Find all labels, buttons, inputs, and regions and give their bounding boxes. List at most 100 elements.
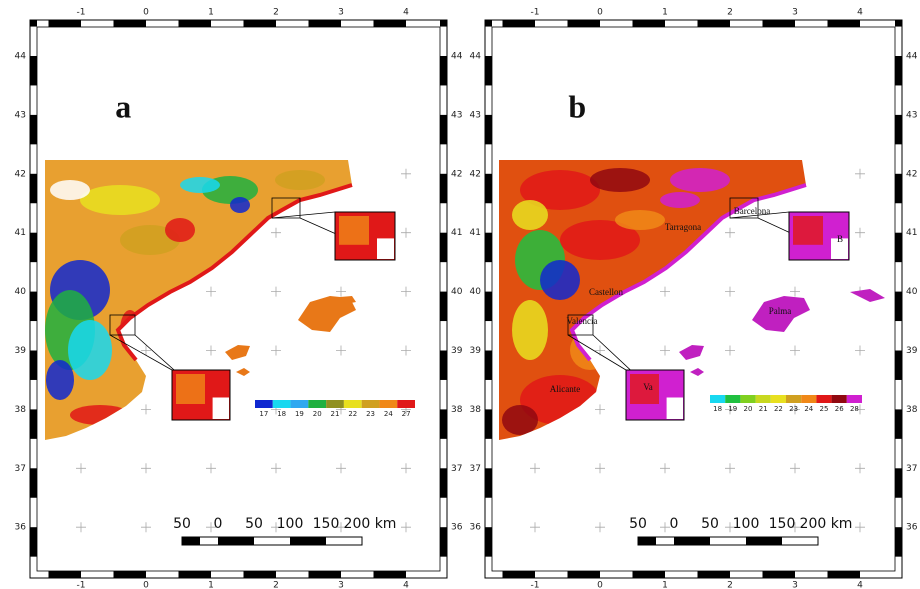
inset-sea bbox=[831, 238, 848, 259]
inset-label: Va bbox=[643, 382, 653, 392]
lat-tick-label: 40 bbox=[451, 287, 463, 297]
land-patch bbox=[80, 185, 160, 215]
frame-segment bbox=[567, 20, 600, 27]
scale-label: 150 bbox=[313, 516, 340, 532]
frame-segment bbox=[178, 20, 211, 27]
colorbar-swatch bbox=[770, 395, 786, 403]
frame-segment bbox=[440, 409, 447, 439]
lat-tick-label: 38 bbox=[15, 405, 27, 415]
colorbar-label: 23 bbox=[789, 405, 798, 413]
colorbar-label: 19 bbox=[295, 410, 304, 418]
land-patch bbox=[120, 225, 180, 255]
colorbar-swatch bbox=[725, 395, 741, 403]
inset-connector bbox=[109, 334, 173, 371]
inset-connector bbox=[567, 334, 627, 371]
graticule-cross bbox=[530, 463, 540, 474]
frame-segment bbox=[440, 291, 447, 322]
lon-tick-label: 2 bbox=[273, 581, 279, 589]
colorbar-label: 17 bbox=[259, 410, 268, 418]
coast-strip bbox=[115, 183, 353, 362]
land-patch bbox=[68, 320, 112, 380]
scale-segment bbox=[218, 537, 254, 545]
graticule-cross bbox=[595, 345, 605, 356]
place-label: Barcelona bbox=[734, 206, 770, 216]
frame-segment bbox=[485, 173, 492, 204]
colorbar-label: 20 bbox=[744, 405, 753, 413]
land-patch bbox=[46, 360, 74, 400]
frame-segment bbox=[827, 20, 860, 27]
panel-label: b bbox=[568, 88, 586, 124]
colorbar-swatch bbox=[801, 395, 817, 403]
place-label: Alicante bbox=[550, 384, 581, 394]
graticule-cross bbox=[660, 522, 670, 533]
lon-tick-label: 0 bbox=[143, 8, 149, 18]
lat-tick-label: 40 bbox=[470, 287, 482, 297]
colorbar-swatch bbox=[831, 395, 847, 403]
graticule-cross bbox=[271, 227, 281, 238]
colorbar-swatch bbox=[397, 400, 415, 408]
graticule-cross bbox=[206, 522, 216, 533]
land-patch bbox=[540, 260, 580, 300]
frame-segment bbox=[440, 20, 447, 27]
scale-label: 50 bbox=[629, 516, 647, 532]
frame-segment bbox=[827, 571, 860, 578]
frame-segment bbox=[567, 571, 600, 578]
scale-label: 100 bbox=[733, 516, 760, 532]
island bbox=[690, 368, 704, 376]
graticule-cross bbox=[271, 345, 281, 356]
land-patch bbox=[560, 220, 640, 260]
frame-segment bbox=[308, 20, 341, 27]
graticule-cross bbox=[401, 522, 411, 533]
frame-segment bbox=[113, 20, 146, 27]
graticule-cross bbox=[530, 522, 540, 533]
colorbar-swatch bbox=[740, 395, 756, 403]
land-patches bbox=[45, 170, 325, 425]
graticule-cross bbox=[855, 168, 865, 179]
colorbar-swatch bbox=[326, 400, 344, 408]
colorbar-swatch bbox=[290, 400, 309, 408]
frame-segment bbox=[113, 571, 146, 578]
scale-label: 100 bbox=[277, 516, 304, 532]
colorbar-label: 22 bbox=[774, 405, 783, 413]
place-label: Palma bbox=[769, 306, 792, 316]
inset-source bbox=[729, 197, 759, 219]
frame-segment bbox=[30, 20, 37, 27]
frame-segment bbox=[485, 527, 492, 557]
lat-tick-label: 43 bbox=[906, 110, 917, 120]
frame-segment bbox=[632, 571, 665, 578]
graticule-cross bbox=[790, 522, 800, 533]
scale-label: 200 km bbox=[344, 516, 397, 532]
lon-tick-label: 4 bbox=[403, 581, 409, 589]
frame-segment bbox=[485, 232, 492, 263]
inset-source bbox=[567, 314, 594, 336]
graticule-cross bbox=[336, 463, 346, 474]
inset-connector bbox=[729, 211, 790, 219]
lat-tick-label: 38 bbox=[451, 405, 463, 415]
lon-tick-label: 3 bbox=[792, 8, 798, 18]
land-patch bbox=[512, 200, 548, 230]
graticule-cross bbox=[271, 286, 281, 297]
graticule-cross bbox=[76, 463, 86, 474]
graticule-cross bbox=[660, 286, 670, 297]
frame-segment bbox=[485, 409, 492, 439]
frame-segment bbox=[308, 571, 341, 578]
land-patch bbox=[670, 168, 730, 192]
graticule-cross bbox=[725, 227, 735, 238]
frame-segment bbox=[697, 571, 730, 578]
scale-segment bbox=[638, 537, 656, 545]
frame-segment bbox=[895, 20, 902, 27]
scale-bar bbox=[181, 536, 363, 546]
inset-detail bbox=[339, 216, 369, 245]
lat-tick-label: 43 bbox=[451, 110, 462, 120]
scale-segment bbox=[674, 537, 710, 545]
place-label: Valencia bbox=[567, 316, 598, 326]
lat-tick-label: 42 bbox=[15, 169, 26, 179]
lat-tick-label: 39 bbox=[15, 346, 27, 356]
colorbar-label: 26 bbox=[835, 405, 844, 413]
lon-tick-label: 0 bbox=[143, 581, 149, 589]
graticule-cross bbox=[660, 345, 670, 356]
colorbar-label: 24 bbox=[804, 405, 813, 413]
lat-tick-label: 36 bbox=[906, 523, 918, 533]
lon-tick-label: 0 bbox=[597, 8, 603, 18]
